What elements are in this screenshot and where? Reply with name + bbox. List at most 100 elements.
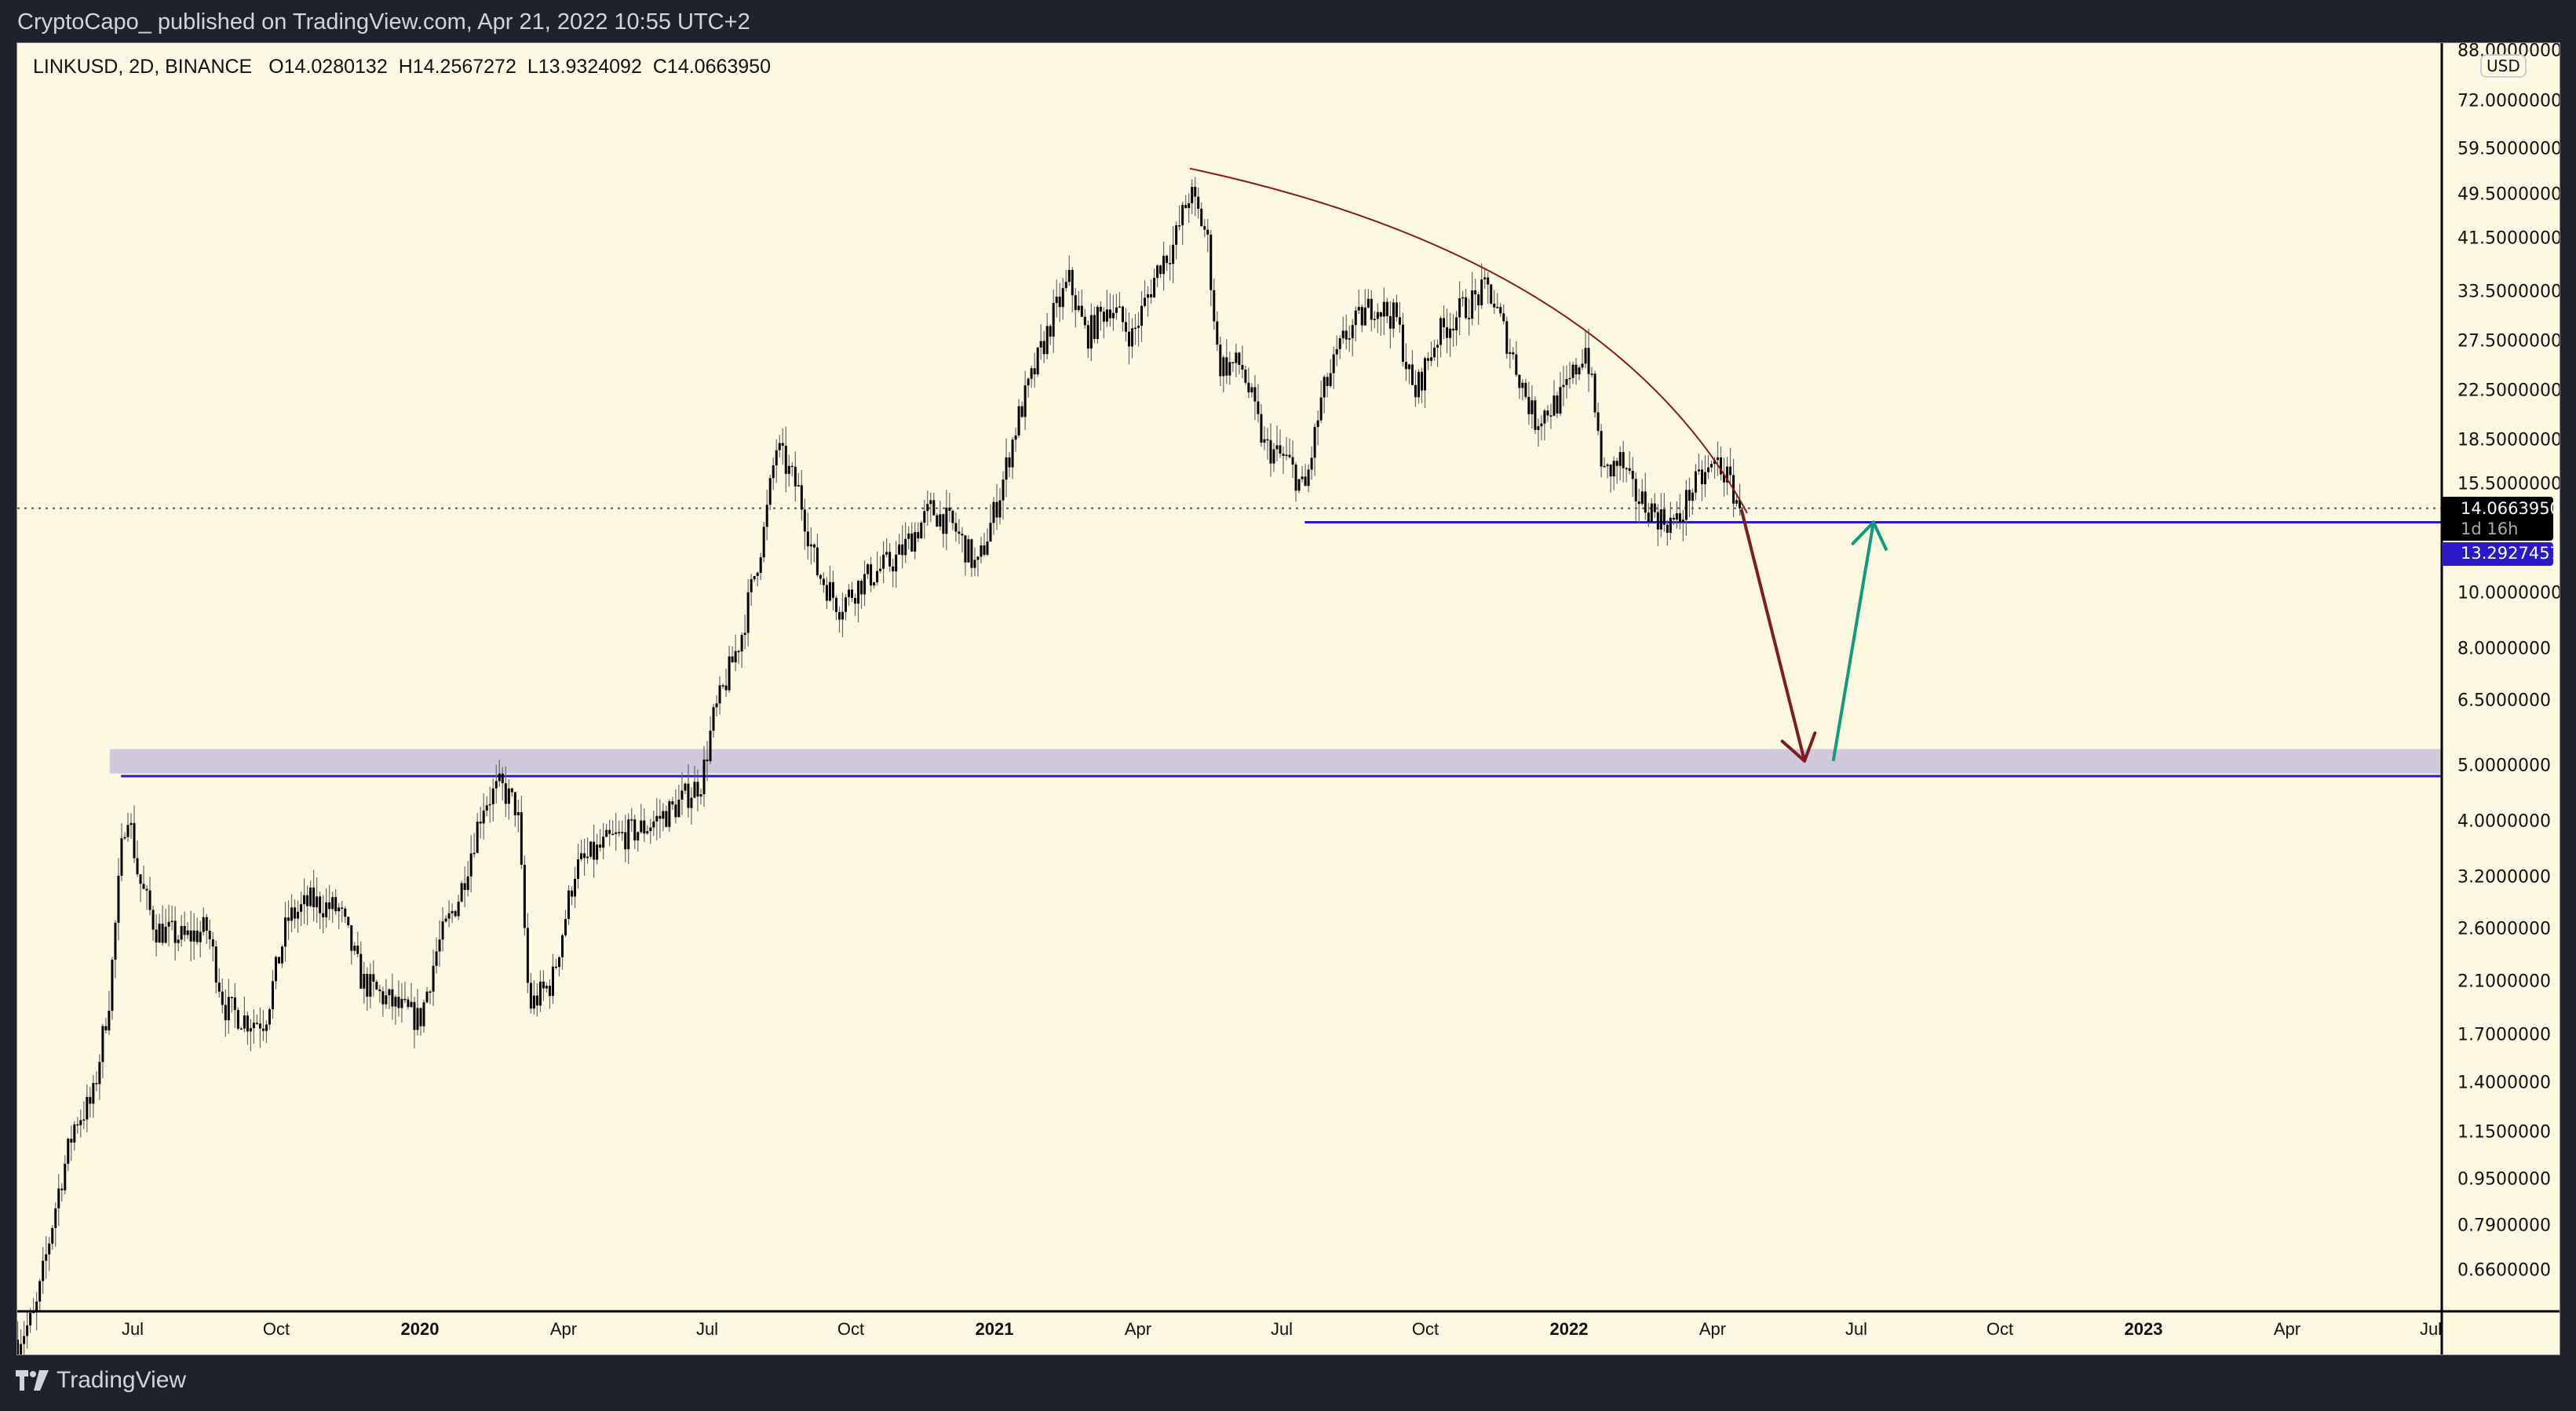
candle-up bbox=[1703, 472, 1706, 485]
candle-down bbox=[1213, 290, 1216, 322]
candle-up bbox=[699, 794, 702, 797]
candle-up bbox=[1036, 347, 1039, 375]
footer-brand[interactable]: TradingView bbox=[16, 1367, 186, 1394]
candle-down bbox=[819, 574, 822, 579]
candle-down bbox=[60, 1188, 64, 1190]
candle-up bbox=[718, 685, 721, 704]
candle-down bbox=[189, 930, 192, 942]
candle-down bbox=[224, 1004, 227, 1021]
candle-down bbox=[1653, 503, 1656, 512]
candle-up bbox=[1089, 315, 1093, 349]
time-tick-label: Jul bbox=[2419, 1319, 2443, 1339]
candle-down bbox=[306, 895, 309, 906]
candle-down bbox=[375, 982, 378, 990]
candle-up bbox=[1323, 377, 1326, 398]
candle-up bbox=[1659, 509, 1662, 530]
candle-up bbox=[1581, 363, 1584, 368]
candle-up bbox=[1140, 305, 1144, 326]
time-tick-label: Apr bbox=[549, 1319, 578, 1339]
candle-up bbox=[120, 838, 123, 876]
candle-up bbox=[363, 973, 366, 989]
candle-down bbox=[211, 939, 214, 947]
candle-up bbox=[438, 939, 441, 952]
candle-up bbox=[268, 1009, 271, 1025]
candle-up bbox=[1175, 225, 1178, 245]
chart-panel[interactable]: LINKUSD, 2D, BINANCE O14.0280132 H14.2567… bbox=[16, 42, 2560, 1355]
candle-up bbox=[1014, 435, 1017, 440]
candle-down bbox=[356, 945, 359, 954]
candle-up bbox=[186, 930, 189, 935]
candle-up bbox=[331, 897, 334, 910]
candle-down bbox=[834, 597, 837, 612]
candle-down bbox=[1487, 277, 1490, 285]
candle-down bbox=[571, 890, 574, 897]
candle-up bbox=[29, 1312, 32, 1325]
price-chart[interactable] bbox=[17, 43, 2560, 1355]
candle-up bbox=[202, 917, 205, 932]
candle-up bbox=[867, 564, 870, 574]
candle-up bbox=[1096, 307, 1099, 339]
candle-up bbox=[914, 532, 917, 552]
candle-down bbox=[1253, 387, 1257, 402]
candle-up bbox=[394, 997, 397, 1007]
last-price-badge: 14.0663950 1d 16h bbox=[2442, 497, 2560, 541]
candle-down bbox=[1574, 364, 1578, 375]
candle-up bbox=[1045, 326, 1049, 355]
candle-up bbox=[627, 819, 630, 850]
candle-down bbox=[1700, 469, 1703, 485]
bar-countdown: 1d 16h bbox=[2461, 520, 2519, 538]
candle-down bbox=[1304, 476, 1307, 487]
candle-down bbox=[932, 500, 936, 516]
candle-up bbox=[422, 1002, 425, 1026]
candle-up bbox=[1263, 439, 1266, 443]
low-value: L13.9324092 bbox=[527, 56, 642, 78]
candle-down bbox=[104, 1026, 108, 1030]
candle-down bbox=[1502, 313, 1505, 322]
candle-up bbox=[1191, 187, 1194, 204]
candle-up bbox=[920, 523, 923, 539]
candle-up bbox=[429, 991, 432, 994]
candle-up bbox=[425, 991, 429, 1003]
candle-down bbox=[221, 991, 224, 1005]
candle-down bbox=[1288, 454, 1291, 458]
candle-up bbox=[567, 890, 571, 920]
candle-down bbox=[860, 581, 863, 595]
high-value: H14.2567272 bbox=[398, 56, 516, 78]
candle-up bbox=[545, 986, 548, 989]
candle-up bbox=[1351, 325, 1354, 339]
candle-down bbox=[513, 792, 516, 815]
candle-down bbox=[1593, 374, 1596, 413]
candle-down bbox=[1260, 414, 1263, 443]
close-value: C14.0663950 bbox=[652, 56, 771, 78]
candle-down bbox=[1647, 512, 1650, 523]
candle-down bbox=[888, 552, 892, 567]
candle-up bbox=[557, 957, 560, 968]
candle-down bbox=[854, 597, 857, 604]
candle-up bbox=[1706, 467, 1709, 472]
candle-down bbox=[463, 883, 466, 891]
candle-up bbox=[1640, 491, 1644, 505]
candle-down bbox=[1666, 524, 1669, 533]
candle-up bbox=[895, 554, 898, 572]
candle-up bbox=[126, 825, 130, 837]
candle-up bbox=[1228, 362, 1231, 376]
price-tick-label: 59.5000000 bbox=[2457, 139, 2560, 159]
candle-down bbox=[954, 523, 958, 532]
candle-up bbox=[1471, 290, 1474, 319]
candle-down bbox=[366, 973, 369, 997]
open-value: O14.0280132 bbox=[268, 56, 388, 78]
candle-up bbox=[460, 883, 463, 902]
candle-up bbox=[560, 935, 564, 957]
candle-up bbox=[64, 1163, 67, 1190]
candle-up bbox=[1064, 282, 1067, 289]
candle-down bbox=[397, 997, 400, 1008]
currency-button[interactable]: USD bbox=[2480, 54, 2527, 78]
candle-up bbox=[45, 1254, 48, 1261]
candle-up bbox=[677, 799, 680, 818]
candle-up bbox=[762, 527, 765, 558]
candle-down bbox=[1102, 312, 1105, 322]
candle-down bbox=[1184, 205, 1188, 209]
candle-up bbox=[967, 539, 970, 563]
candle-up bbox=[325, 902, 328, 917]
candle-down bbox=[344, 908, 347, 917]
